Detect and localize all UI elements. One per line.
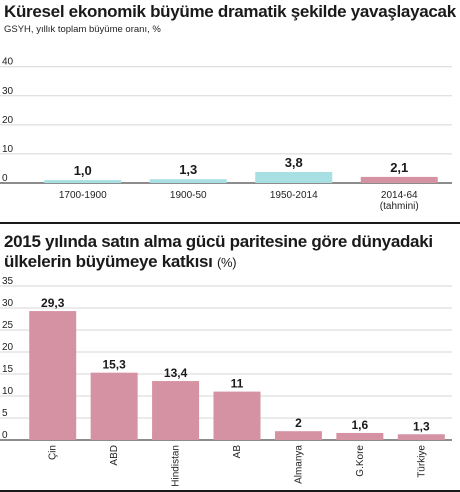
chart2-title: 2015 yılında satın alma gücü paritesine … xyxy=(4,232,456,273)
y-tick-label: 10 xyxy=(2,386,14,397)
x-tick-label: 1900-50 xyxy=(170,190,207,201)
y-tick-label: 5 xyxy=(2,408,8,419)
y-tick-label: 30 xyxy=(2,86,14,97)
y-tick-label: 15 xyxy=(2,364,14,375)
y-tick-label: 0 xyxy=(2,173,8,184)
data-label: 29,3 xyxy=(41,296,65,310)
data-label: 1,3 xyxy=(413,419,430,433)
x-tick-label: G.Kore xyxy=(355,445,366,477)
chart2-plot: 0 5 10 15 20 25 30 35 29,3 Çin 15,3 ABD 13,4 Hindista… xyxy=(0,276,452,487)
y-tick-label: 25 xyxy=(2,320,14,331)
x-tick-label: 2014-64 xyxy=(381,190,418,201)
x-tick-label: ABD xyxy=(109,445,120,466)
chart1-title: Küresel ekonomik büyüme dramatik şekilde… xyxy=(4,2,456,21)
y-tick-label: 40 xyxy=(2,57,14,68)
data-label: 3,8 xyxy=(285,155,303,170)
bar xyxy=(213,391,261,440)
y-tick-label: 20 xyxy=(2,342,14,353)
data-label: 1,0 xyxy=(74,163,92,178)
data-label: 2 xyxy=(295,416,302,430)
bar xyxy=(44,180,122,183)
data-label: 15,3 xyxy=(102,358,126,372)
bar xyxy=(152,381,200,440)
y-tick-label: 10 xyxy=(2,144,14,155)
data-label: 1,6 xyxy=(352,418,369,432)
x-tick-label: Hindistan xyxy=(171,445,182,487)
data-label: 13,4 xyxy=(164,366,188,380)
bar xyxy=(360,176,438,183)
bar xyxy=(149,179,227,183)
x-tick-label: 1950-2014 xyxy=(270,190,318,201)
y-tick-label: 30 xyxy=(2,298,14,309)
bar xyxy=(336,432,384,440)
x-tick-label: AB xyxy=(232,445,243,459)
chart2-title-unit: (%) xyxy=(217,255,237,270)
bottom-divider xyxy=(0,490,460,492)
y-tick-label: 0 xyxy=(2,430,8,441)
data-label: 11 xyxy=(231,377,244,391)
chart1-subtitle: GSYH, yıllık toplam büyüme oranı, % xyxy=(4,24,161,35)
x-tick-note: (tahmini) xyxy=(380,201,419,212)
chart1-plot: 0 10 20 30 40 1,0 1700-1900 1,3 1900-50 3,8 1950-2… xyxy=(0,57,452,212)
y-tick-label: 35 xyxy=(2,276,14,287)
bar xyxy=(90,372,138,440)
data-label: 2,1 xyxy=(390,160,408,175)
bar xyxy=(255,171,333,183)
bar xyxy=(29,311,77,440)
x-tick-label: Türkiye xyxy=(416,445,427,478)
bar xyxy=(397,434,445,440)
y-tick-label: 20 xyxy=(2,115,14,126)
x-tick-label: Çin xyxy=(48,445,59,460)
section-divider xyxy=(0,222,460,224)
chart2-title-text: 2015 yılında satın alma gücü paritesine … xyxy=(4,232,433,271)
x-tick-label: Almanya xyxy=(293,445,304,484)
bar xyxy=(274,431,322,440)
x-tick-label: 1700-1900 xyxy=(59,190,107,201)
data-label: 1,3 xyxy=(179,162,197,177)
